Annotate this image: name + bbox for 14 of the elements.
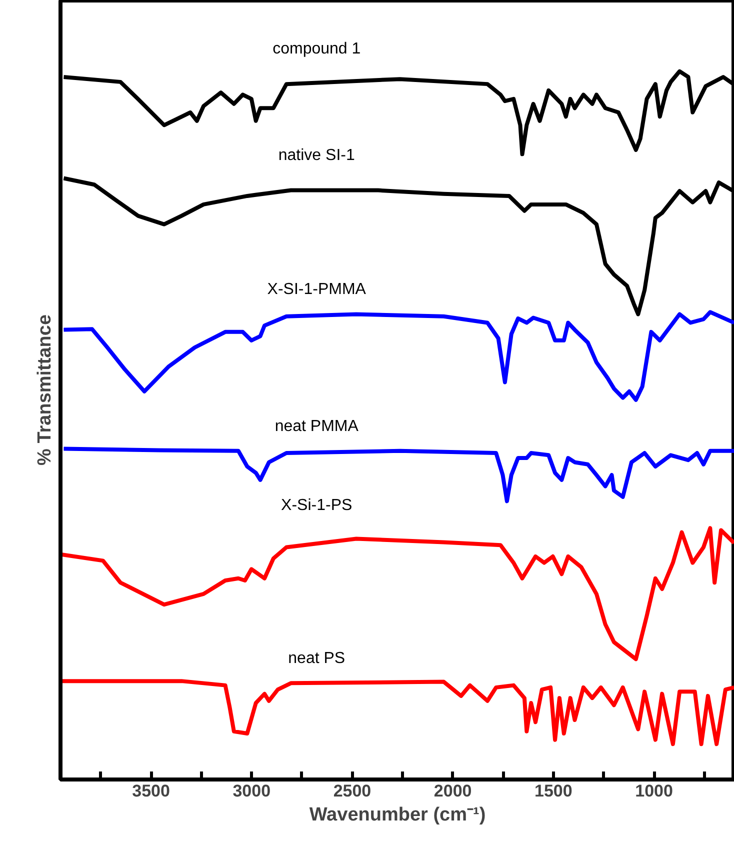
x-axis-title: Wavenumber (cm⁻¹) <box>309 804 486 826</box>
x-tick-label: 3000 <box>232 782 271 800</box>
x-tick-label: 3500 <box>132 782 170 800</box>
x-tick-label: 1500 <box>534 782 572 800</box>
x-tick-label: 1000 <box>635 782 673 800</box>
x-tick-label: 2500 <box>333 782 372 800</box>
series-label: X-Si-1-PS <box>281 497 352 514</box>
series-label: compound 1 <box>272 40 361 58</box>
x-tick-label: 2000 <box>434 782 472 800</box>
series-label: neat PS <box>288 650 346 668</box>
y-axis-title: % Transmittance <box>34 314 56 466</box>
series-label: native SI-1 <box>278 147 355 164</box>
series-label: X-SI-1-PMMA <box>267 281 366 298</box>
series-label: neat PMMA <box>274 418 359 435</box>
